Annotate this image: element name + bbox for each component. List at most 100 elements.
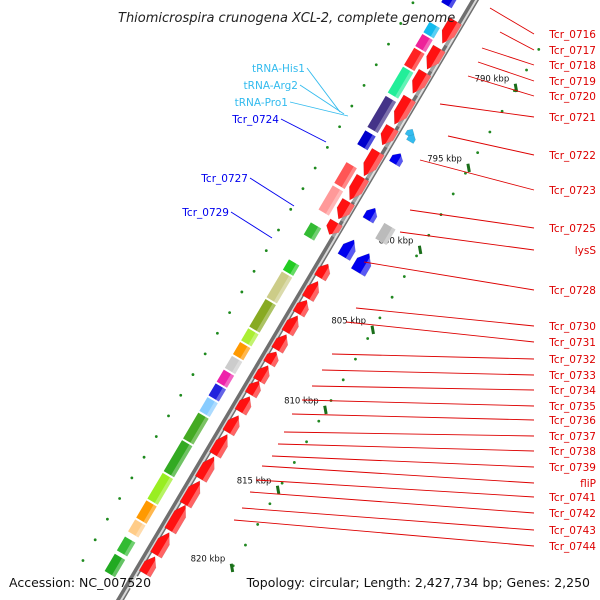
tick-dot bbox=[415, 254, 418, 258]
tick-dot bbox=[292, 461, 296, 464]
gene-arrow-0724 bbox=[388, 153, 406, 168]
rev-arrow-13-gloss bbox=[171, 505, 192, 535]
gene-label-right: Tcr_0737 bbox=[548, 431, 596, 443]
gene-block-0727-gloss bbox=[383, 227, 396, 246]
gene-arrow-0724-gloss bbox=[395, 154, 406, 167]
gene-label-right: Tcr_0734 bbox=[548, 385, 596, 397]
rev-arrow-7-shape bbox=[244, 380, 262, 399]
tick-dot bbox=[154, 435, 158, 438]
gene-label-right: Tcr_0742 bbox=[548, 508, 596, 520]
tick-dot bbox=[341, 378, 345, 382]
gene-block-24 bbox=[128, 519, 146, 538]
accession-text: Accession: NC_007520 bbox=[9, 575, 151, 590]
tick-dot bbox=[354, 357, 357, 361]
scale-label: 805 kbp bbox=[331, 317, 366, 327]
gene-arrow-0727b bbox=[362, 207, 381, 224]
red-arrow-3-shape bbox=[393, 94, 417, 125]
rev-arrow-5-gloss bbox=[270, 352, 282, 368]
tick-dot bbox=[525, 68, 528, 72]
tick-dot bbox=[289, 207, 293, 211]
gene-block-1-shape bbox=[430, 4, 451, 27]
feature-labels: Tcr_0716 Tcr_0717 Tcr_0718 Tcr_0719 Tcr_0720… bbox=[181, 29, 596, 553]
gene-label-right: Tcr_0739 bbox=[548, 462, 596, 474]
tick-dot bbox=[301, 187, 305, 191]
scale-label: 810 kbp bbox=[284, 397, 319, 407]
tick-dot bbox=[366, 337, 370, 340]
gene-block-10-shape bbox=[303, 222, 322, 241]
gene-block-11 bbox=[282, 259, 300, 276]
scale-tick bbox=[323, 405, 328, 415]
rev-arrow-8-gloss bbox=[242, 397, 256, 416]
red-arrow-5-shape bbox=[363, 147, 385, 177]
gene-block-10 bbox=[303, 222, 322, 241]
gene-block-13-gloss bbox=[256, 303, 276, 333]
rev-arrow-8-shape bbox=[234, 396, 252, 416]
gene-block-20-shape bbox=[183, 412, 209, 445]
gene-label-right: Tcr_0728 bbox=[548, 285, 596, 297]
rev-arrow-15 bbox=[138, 556, 161, 578]
gene-label-right: Tcr_0720 bbox=[548, 91, 596, 103]
feature-label-left: Tcr_0727 bbox=[200, 173, 248, 185]
rev-arrow-5 bbox=[263, 351, 282, 368]
gene-block-16-gloss bbox=[232, 360, 243, 374]
rev-arrow-12-gloss bbox=[187, 481, 206, 509]
tick-dot bbox=[81, 559, 85, 562]
rev-arrow-4-gloss bbox=[278, 335, 292, 354]
gene-block-0 bbox=[441, 0, 459, 9]
gene-arrow-0729a bbox=[350, 253, 377, 277]
rev-arrow-14-shape bbox=[150, 532, 170, 559]
rev-arrow-6-gloss bbox=[260, 366, 274, 385]
red-arrow-0-shape bbox=[441, 17, 462, 44]
label-leader-lines bbox=[230, 7, 535, 547]
rev-arrow-12-shape bbox=[179, 480, 201, 509]
tick-dot bbox=[93, 538, 97, 542]
leader-line-right bbox=[499, 31, 535, 51]
gene-block-1-gloss bbox=[437, 8, 451, 27]
tick-dot bbox=[411, 1, 415, 5]
red-arrow-6-shape bbox=[349, 173, 370, 201]
gene-arrow-0729a-gloss bbox=[360, 254, 377, 277]
feature-label-left: tRNA-Pro1 bbox=[235, 97, 288, 109]
feature-label-left: tRNA-Arg2 bbox=[244, 80, 298, 92]
gene-block-white-bottom-shape bbox=[129, 575, 147, 595]
tick-dot bbox=[191, 373, 195, 376]
gene-arrow-0729a-shape bbox=[350, 253, 372, 277]
red-arrow-4-shape bbox=[380, 123, 399, 146]
leader-line-right bbox=[241, 507, 535, 531]
rev-arrow-11 bbox=[194, 456, 220, 483]
gene-block-5-shape bbox=[387, 66, 414, 99]
gene-block-10-gloss bbox=[310, 226, 322, 241]
scale-tick bbox=[229, 563, 235, 573]
gene-label-right: Tcr_0738 bbox=[548, 446, 596, 458]
red-arrow-3 bbox=[393, 94, 417, 128]
tick-dot bbox=[374, 63, 378, 67]
gene-block-19-gloss bbox=[206, 401, 218, 418]
gene-block-7 bbox=[357, 130, 376, 151]
gene-block-2 bbox=[423, 21, 440, 39]
gene-block-13 bbox=[249, 299, 276, 333]
gene-arrow-0724-shape bbox=[388, 153, 404, 168]
gene-block-23-shape bbox=[136, 500, 157, 524]
feature-label-left: Tcr_0724 bbox=[231, 114, 279, 126]
leader-line-right bbox=[331, 353, 535, 360]
tick-dot bbox=[390, 295, 394, 299]
leader-line-left bbox=[230, 211, 273, 239]
scale-label: 800 kbp bbox=[379, 237, 414, 247]
feature-label-left: Tcr_0729 bbox=[181, 207, 229, 219]
gene-block-17-shape bbox=[216, 369, 235, 388]
gene-arrow-0729b bbox=[337, 239, 361, 261]
tick-dot bbox=[350, 104, 354, 108]
leader-line-right bbox=[277, 443, 535, 452]
gene-label-right: Tcr_0716 bbox=[548, 29, 596, 41]
leader-line-right bbox=[481, 47, 535, 66]
gene-block-white-bottom bbox=[129, 575, 147, 595]
gene-block-23 bbox=[136, 500, 157, 524]
tick-dot bbox=[118, 497, 122, 500]
gene-block-2-shape bbox=[423, 21, 440, 39]
red-arrow-2-shape bbox=[412, 68, 432, 94]
gene-arrow-0729b-gloss bbox=[345, 240, 361, 261]
rev-arrow-14-gloss bbox=[157, 533, 175, 559]
gene-block-22 bbox=[147, 472, 174, 505]
rev-arrow-15-shape bbox=[138, 556, 157, 578]
